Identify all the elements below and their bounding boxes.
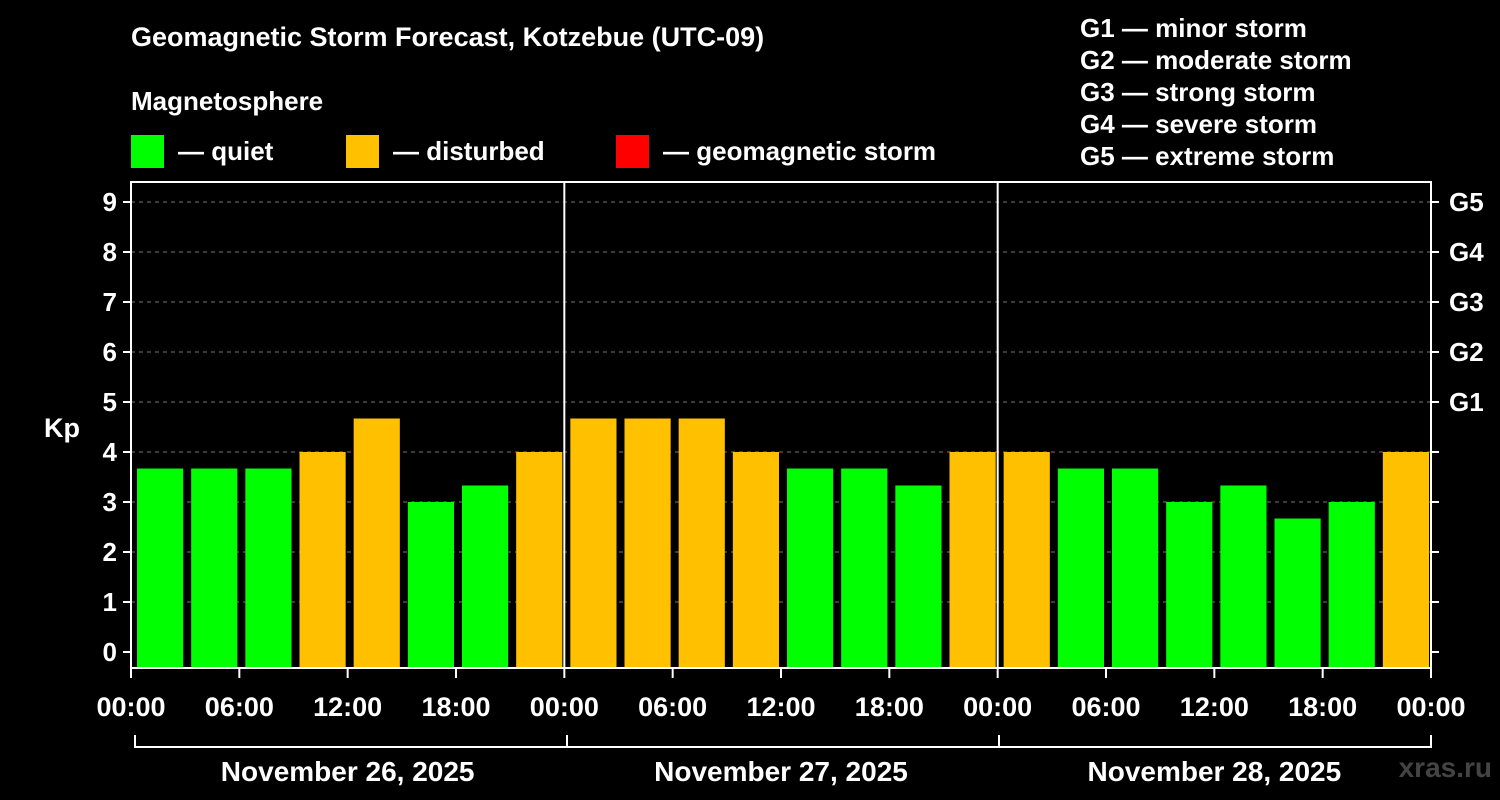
y-tick-label: 8 (103, 237, 117, 267)
legend-swatch-quiet (131, 134, 164, 168)
x-tick-label: 18:00 (1288, 692, 1357, 722)
y-tick-label: 5 (103, 387, 117, 417)
kp-bar (299, 452, 346, 668)
kp-bar (1382, 452, 1429, 668)
x-tick-label: 00:00 (530, 692, 599, 722)
legend-item-storm: — geomagnetic storm (616, 134, 936, 168)
y-tick-label: 9 (103, 187, 117, 217)
g-scale-legend: G1 — minor storm G2 — moderate storm G3 … (1080, 12, 1352, 172)
chart-title: Geomagnetic Storm Forecast, Kotzebue (UT… (131, 22, 765, 52)
kp-bar (353, 418, 400, 668)
x-tick-label: 18:00 (855, 692, 924, 722)
day-label: November 27, 2025 (654, 756, 908, 787)
x-tick-label: 00:00 (963, 692, 1032, 722)
legend-swatch-disturbed (346, 134, 379, 168)
kp-bar (1112, 468, 1159, 668)
y-tick-label: 1 (103, 587, 117, 617)
kp-bar (732, 452, 779, 668)
kp-bar (137, 468, 184, 668)
g-axis-label: G4 (1449, 237, 1484, 267)
x-tick-label: 06:00 (638, 692, 707, 722)
x-tick-label: 06:00 (1071, 692, 1140, 722)
g-scale-item-g5: G5 — extreme storm (1080, 141, 1335, 171)
legend-label-disturbed: — disturbed (393, 135, 545, 166)
y-tick-label: 0 (103, 637, 117, 667)
g-scale-item-g3: G3 — strong storm (1080, 77, 1316, 107)
kp-bar (1003, 452, 1050, 668)
x-tick-label: 18:00 (421, 692, 490, 722)
x-tick-label: 12:00 (1180, 692, 1249, 722)
bar-layer (137, 418, 1429, 668)
x-tick-label: 12:00 (313, 692, 382, 722)
y-tick-label: 2 (103, 537, 117, 567)
y-tick-label: 6 (103, 337, 117, 367)
y-tick-label: 7 (103, 287, 117, 317)
kp-bar (1328, 502, 1375, 668)
x-tick-label: 00:00 (1396, 692, 1465, 722)
kp-bar (516, 452, 563, 668)
y-tick-label: 3 (103, 487, 117, 517)
grid-layer (131, 201, 1431, 603)
x-tick-label: 12:00 (746, 692, 815, 722)
kp-bar (1274, 518, 1321, 668)
kp-bar (949, 452, 996, 668)
day-label: November 28, 2025 (1087, 756, 1341, 787)
g-scale-item-g4: G4 — severe storm (1080, 109, 1318, 139)
kp-bar (895, 485, 942, 668)
legend-label-quiet: — quiet (178, 135, 274, 166)
legend-item-quiet: — quiet (131, 134, 273, 168)
g-scale-item-g1: G1 — minor storm (1080, 13, 1307, 43)
kp-bar (678, 418, 725, 668)
kp-bar (245, 468, 292, 668)
kp-bar (462, 485, 509, 668)
legend-heading: Magnetosphere (131, 86, 324, 116)
x-tick-label: 00:00 (96, 692, 165, 722)
g-axis-label: G3 (1449, 287, 1484, 317)
g-axis-label: G5 (1449, 187, 1484, 217)
legend-swatch-storm (616, 134, 649, 168)
day-label: November 26, 2025 (221, 756, 475, 787)
kp-bar (407, 502, 454, 668)
legend-label-storm: — geomagnetic storm (663, 135, 937, 166)
watermark: xras.ru (1398, 752, 1492, 783)
kp-bar (1166, 502, 1213, 668)
kp-bar (841, 468, 888, 668)
kp-bar (191, 468, 238, 668)
kp-bar (624, 418, 671, 668)
y-axis-label: Kp (44, 413, 80, 443)
axis-layer: 0 1 2 3 4 5 6 7 8 9 G1 G2 G3 G4 G5 00:00 06:00 12:00 18:00… (96, 181, 1484, 787)
g-scale-item-g2: G2 — moderate storm (1080, 45, 1352, 75)
x-tick-label: 06:00 (205, 692, 274, 722)
legend-item-disturbed: — disturbed (346, 134, 545, 168)
kp-bar (1220, 485, 1267, 668)
g-axis-label: G1 (1449, 387, 1484, 417)
kp-bar (1057, 468, 1104, 668)
g-axis-label: G2 (1449, 337, 1484, 367)
y-tick-label: 4 (103, 437, 118, 467)
kp-bar (570, 418, 617, 668)
kp-bar (787, 468, 834, 668)
